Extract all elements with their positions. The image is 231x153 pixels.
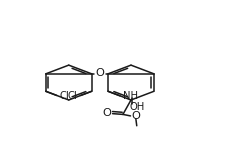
Text: NH: NH: [122, 91, 137, 101]
Text: OH: OH: [129, 102, 145, 112]
Text: O: O: [95, 68, 104, 78]
Text: Cl: Cl: [68, 91, 77, 101]
Text: Cl: Cl: [59, 91, 69, 101]
Text: O: O: [102, 108, 111, 118]
Text: O: O: [131, 111, 140, 121]
